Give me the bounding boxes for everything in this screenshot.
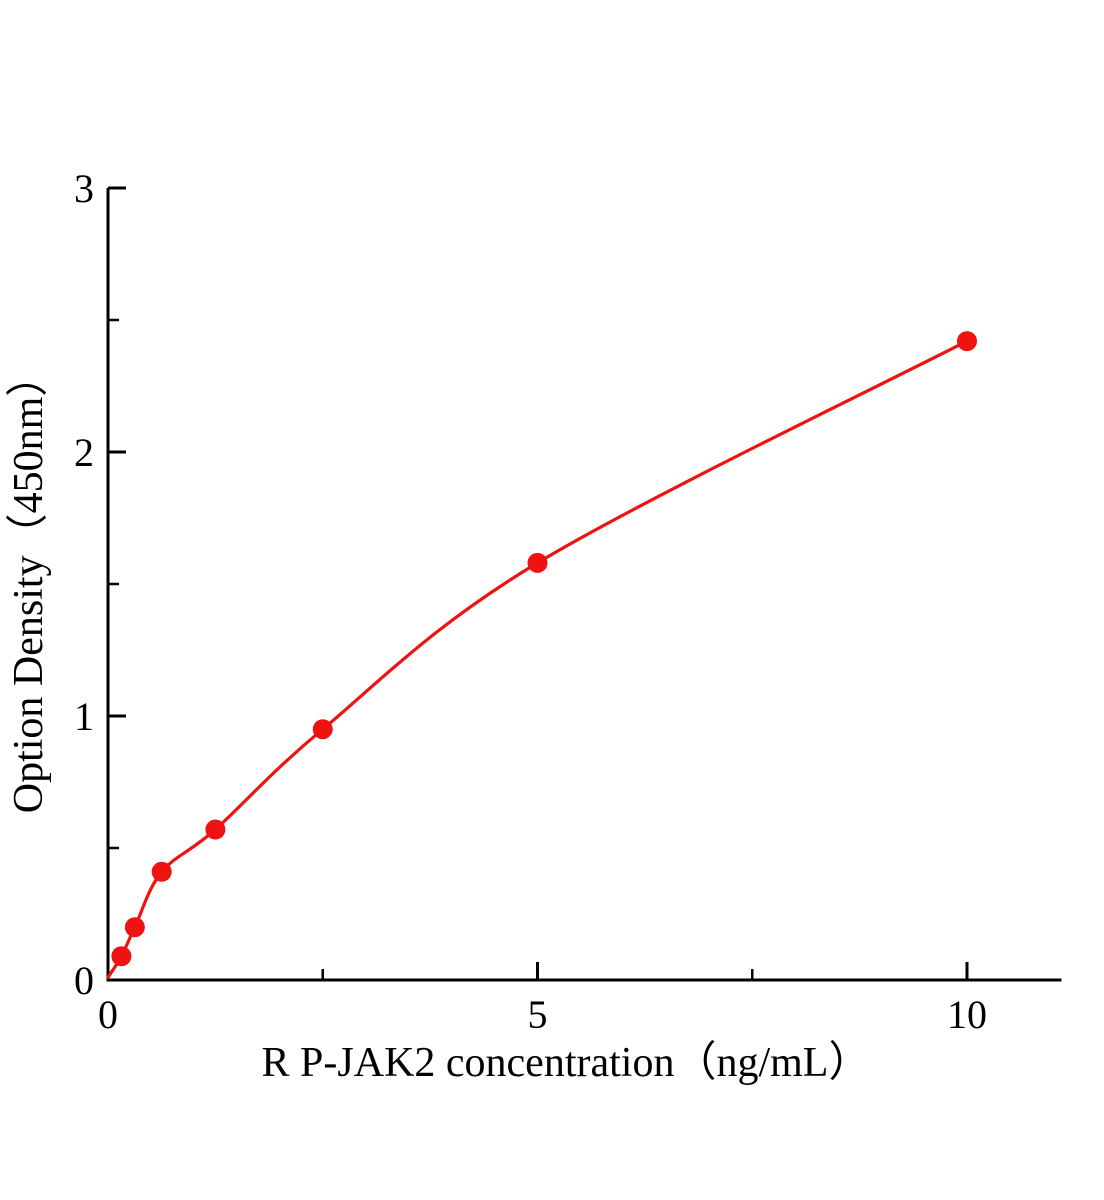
x-tick-label: 5 xyxy=(528,992,548,1037)
y-tick-label: 1 xyxy=(74,694,94,739)
y-axis-title: Option Density（450nm） xyxy=(6,355,52,814)
plot-layer: 0 5 10 0 1 2 3 xyxy=(74,166,1062,1037)
data-point xyxy=(151,861,172,882)
data-point xyxy=(124,917,145,938)
data-point xyxy=(312,719,333,740)
x-tick-label: 0 xyxy=(98,992,118,1037)
fit-curve xyxy=(106,339,969,979)
data-point xyxy=(111,946,132,967)
data-point xyxy=(957,331,977,352)
x-tick-label: 10 xyxy=(947,992,987,1037)
y-tick-label: 0 xyxy=(74,958,94,1003)
y-tick-label: 2 xyxy=(74,430,94,475)
data-point xyxy=(205,819,226,840)
y-tick-label: 3 xyxy=(74,166,94,211)
data-point xyxy=(527,552,548,573)
x-axis-title: R P-JAK2 concentration（ng/mL） xyxy=(262,1040,871,1086)
axis-lines xyxy=(106,188,1062,982)
